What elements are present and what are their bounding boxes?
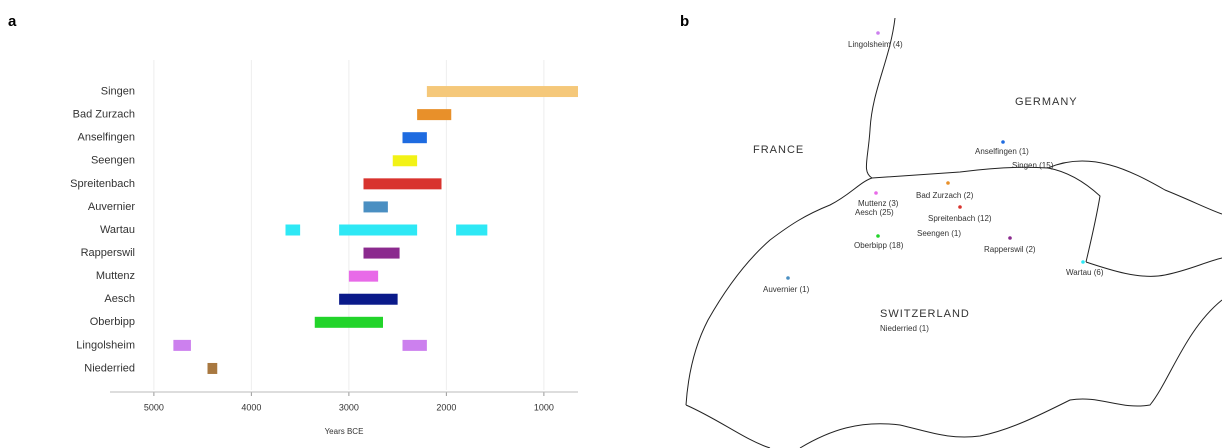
border — [685, 299, 1222, 448]
x-tick-label: 3000 — [339, 402, 359, 412]
category-label: Oberbipp — [90, 316, 135, 328]
range-bar — [363, 247, 400, 259]
x-axis-title: Years BCE — [325, 427, 364, 436]
category-label: Aesch — [104, 293, 135, 305]
category-label: Bad Zurzach — [73, 109, 135, 121]
site-dot — [876, 234, 880, 238]
border — [1085, 257, 1222, 277]
range-bar — [348, 270, 379, 282]
range-bar — [173, 339, 191, 351]
category-label: Seengen — [91, 155, 135, 167]
site-dot — [786, 276, 790, 280]
site-label: Anselfingen (1) — [975, 147, 1029, 156]
range-bar — [392, 155, 418, 167]
category-label: Singen — [101, 85, 135, 97]
rhine — [865, 17, 1101, 263]
range-bar — [456, 224, 488, 236]
x-tick-label: 4000 — [241, 402, 261, 412]
site-label: Muttenz (3) — [858, 199, 899, 208]
border — [685, 177, 873, 406]
category-label: Wartau — [100, 224, 135, 236]
site-dot — [946, 181, 950, 185]
range-bar — [402, 339, 427, 351]
x-tick-label: 1000 — [534, 402, 554, 412]
panel-label: b — [680, 13, 689, 30]
category-label: Auvernier — [88, 201, 135, 213]
category-label: Muttenz — [96, 270, 135, 282]
range-bar — [314, 316, 383, 328]
x-tick-label: 5000 — [144, 402, 164, 412]
site-label: Lingolsheim (4) — [848, 40, 903, 49]
range-bar — [363, 201, 388, 213]
category-label: Rapperswil — [81, 247, 135, 259]
site-label: Wartau (6) — [1066, 268, 1104, 277]
region-label: FRANCE — [753, 144, 804, 156]
site-label: Bad Zurzach (2) — [916, 191, 974, 200]
site-dot — [1008, 236, 1012, 240]
panel-label: a — [8, 13, 17, 30]
site-dot — [958, 205, 962, 209]
region-label: SWITZERLAND — [880, 308, 970, 320]
border — [1047, 160, 1222, 215]
category-label: Spreitenbach — [70, 178, 135, 190]
category-label: Anselfingen — [78, 132, 136, 144]
range-bar — [339, 293, 398, 305]
site-dot — [1081, 260, 1085, 264]
range-bar — [285, 224, 301, 236]
site-label: Niederried (1) — [880, 324, 929, 333]
site-label: Aesch (25) — [855, 208, 894, 217]
range-bar — [363, 178, 442, 190]
site-label: Rapperswil (2) — [984, 245, 1036, 254]
region-label: GERMANY — [1015, 96, 1078, 108]
category-label: Lingolsheim — [76, 339, 135, 351]
site-dot — [874, 191, 878, 195]
site-dot — [1001, 140, 1005, 144]
range-bar — [207, 362, 218, 374]
category-label: Niederried — [84, 362, 135, 374]
range-bar — [426, 86, 578, 98]
site-dot — [876, 31, 880, 35]
site-label: Singen (15) — [1012, 161, 1054, 170]
site-label: Seengen (1) — [917, 229, 961, 238]
map-borders — [685, 17, 1222, 448]
range-bar — [417, 109, 452, 121]
site-label: Spreitenbach (12) — [928, 214, 992, 223]
range-bar — [339, 224, 418, 236]
site-label: Oberbipp (18) — [854, 241, 904, 250]
site-label: Auvernier (1) — [763, 285, 810, 294]
x-tick-label: 2000 — [436, 402, 456, 412]
range-bar — [402, 132, 427, 144]
